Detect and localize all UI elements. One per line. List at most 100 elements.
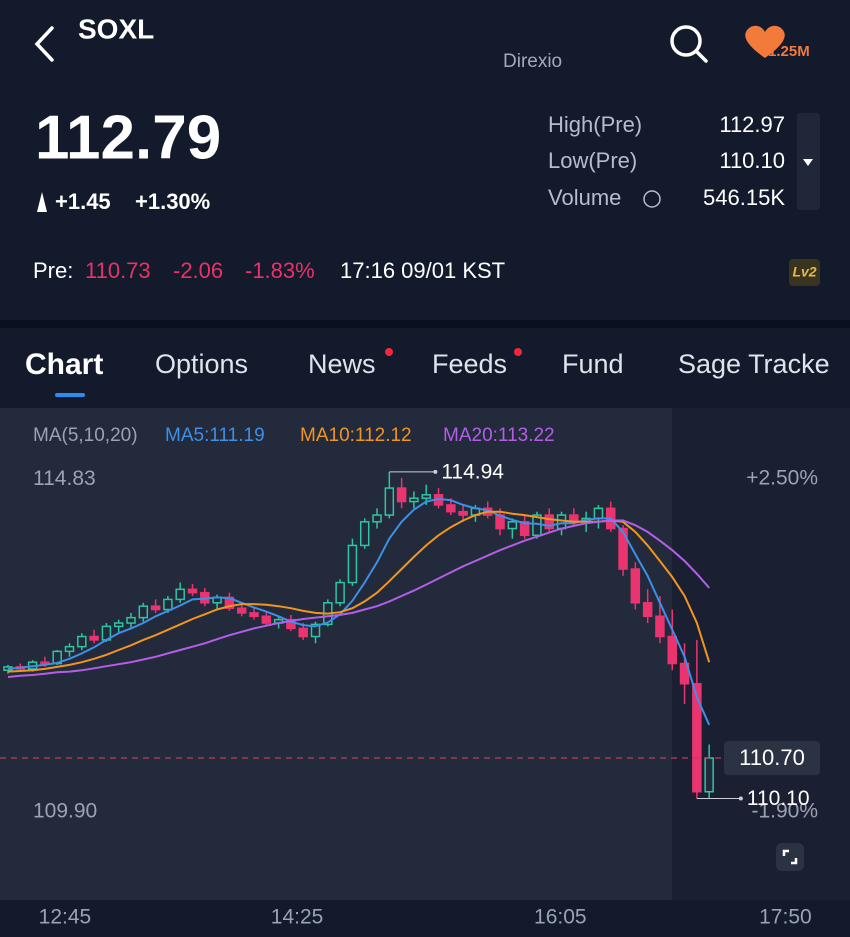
tab[interactable]: News [308, 349, 376, 379]
x-tick-label: 12:45 [39, 906, 92, 929]
change: +1.45 [55, 189, 111, 214]
candle-body [556, 514, 567, 530]
session-area [0, 408, 672, 900]
high-dot [433, 469, 438, 474]
candle-body [692, 683, 702, 793]
ma-legend-title: MA(5,10,20) [33, 425, 138, 446]
candle-body [347, 544, 358, 584]
x-tick-label: 16:05 [534, 906, 587, 929]
tab[interactable]: Fund [562, 349, 624, 379]
candle-body [458, 510, 468, 516]
candle-body [298, 627, 308, 638]
up-arrow [37, 192, 47, 212]
legend-entry: MA5:111.19 [165, 425, 265, 446]
candle-body [77, 635, 87, 648]
y-tick-label: 114.83 [33, 467, 96, 490]
change-pct: +1.30% [135, 189, 210, 214]
candle-body [163, 598, 173, 611]
candle-body [544, 514, 554, 530]
candle-body [667, 635, 678, 665]
candle-body [359, 521, 370, 547]
ma-line [7, 497, 711, 726]
price: 112.79 [35, 103, 221, 172]
candle-body [421, 494, 431, 499]
legend-entry: MA10:112.12 [300, 425, 412, 446]
candle-body [642, 602, 653, 618]
candle-body [249, 612, 259, 618]
candle-body [519, 521, 530, 537]
tab[interactable]: Options [155, 349, 248, 379]
legend-entry: MA20:113.22 [443, 425, 555, 446]
y-tick-label: 109.90 [33, 800, 97, 823]
tab[interactable]: Sage Tracke [678, 349, 830, 379]
candle-body [236, 607, 247, 614]
candle-body [175, 588, 185, 601]
lv2-badge[interactable] [789, 259, 820, 286]
candle-body [89, 635, 99, 641]
low-label: 110.10 [747, 787, 810, 810]
badge-text: Lv2 [792, 264, 816, 280]
stat-value: 546.15K [703, 185, 785, 210]
search-button[interactable] [670, 25, 708, 63]
candle-body [704, 757, 714, 793]
pre-price: 110.73 [85, 258, 151, 283]
stat-value: 112.97 [719, 112, 785, 137]
candle-body [655, 615, 665, 638]
tab-indicator [55, 393, 85, 397]
x-tick-label: 17:50 [759, 906, 812, 929]
candle-body [593, 507, 604, 520]
candle-body [679, 662, 690, 685]
last-price-label: 110.70 [739, 745, 805, 770]
expand-arrow [803, 159, 813, 166]
pre-change: -2.06 [173, 258, 223, 283]
ma-line [7, 519, 710, 678]
candle-body [286, 618, 296, 630]
candle-body [507, 521, 518, 530]
last-price-box [724, 741, 820, 776]
candle-body [618, 527, 628, 570]
stat-label: Volume [548, 185, 621, 210]
notification-dot [514, 348, 522, 356]
pre-label: Pre: [33, 258, 73, 283]
candle-body [310, 623, 321, 638]
candle-body [446, 504, 456, 513]
stat-label: Low(Pre) [548, 148, 637, 173]
candle-body [396, 487, 407, 503]
tab[interactable]: Feeds [432, 349, 507, 379]
pre-time: 17:16 09/01 KST [340, 258, 505, 283]
notification-dot [385, 348, 393, 356]
candle-body [409, 497, 419, 503]
follow-icon[interactable] [745, 25, 785, 58]
candle-body [372, 514, 382, 523]
x-tick-label: 14:25 [271, 906, 324, 929]
high-label: 114.94 [441, 460, 504, 483]
separator [0, 320, 850, 328]
fullscreen-button[interactable] [776, 843, 804, 871]
candle-body [384, 487, 395, 516]
candle-body [261, 615, 272, 624]
plot: 114.83 109.90 +2.50% -1.90% 12:45 14:25 16:05 1… [0, 460, 820, 929]
candle-body [335, 581, 345, 604]
y2-tick-label: -1.90% [751, 799, 818, 822]
candle-body [40, 661, 50, 665]
candle-body [630, 568, 641, 604]
symbol: SOXL [78, 13, 154, 44]
candle-body [138, 605, 149, 619]
candle-body [113, 622, 124, 628]
info-icon[interactable] [643, 190, 661, 208]
stat-label: High(Pre) [548, 112, 642, 137]
y2-tick-label: +2.50% [746, 467, 818, 490]
candle-body [187, 588, 198, 594]
issuer: Direxio [503, 51, 562, 72]
pre-change-pct: -1.83% [245, 258, 315, 283]
stat-value: 110.10 [719, 148, 785, 173]
candle-body [150, 605, 161, 611]
tab[interactable]: Chart [25, 348, 103, 381]
back-button[interactable] [34, 26, 54, 62]
low-dot [738, 796, 743, 801]
candle-body [126, 616, 136, 624]
followers: 1.25M [768, 43, 810, 60]
candle-body [64, 645, 75, 653]
